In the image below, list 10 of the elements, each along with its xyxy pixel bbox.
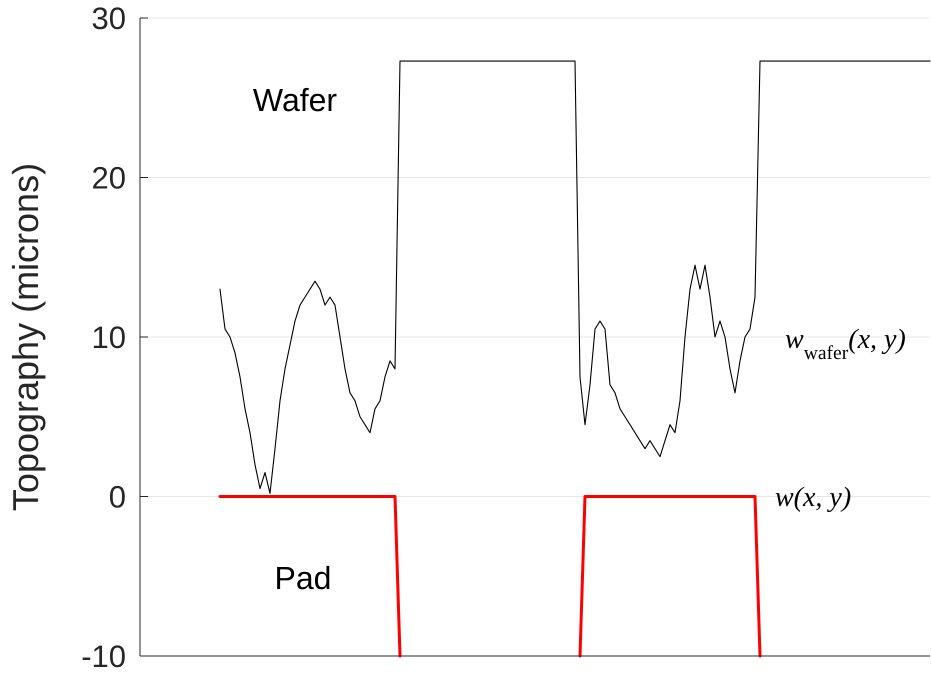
y-tick-label: -10 — [81, 638, 126, 674]
annotation: Pad — [274, 560, 332, 596]
y-axis-title: Topography (microns) — [5, 162, 46, 512]
y-tick-label: 30 — [92, 0, 126, 36]
annotation: Wafer — [252, 82, 338, 118]
y-tick-label: 20 — [92, 160, 126, 196]
annotation: w$_{wafer}$(x, y) — [785, 324, 906, 364]
y-tick-label: 0 — [108, 479, 126, 514]
annotation: w(x, y) — [775, 482, 852, 513]
y-tick-label: 10 — [92, 320, 126, 355]
